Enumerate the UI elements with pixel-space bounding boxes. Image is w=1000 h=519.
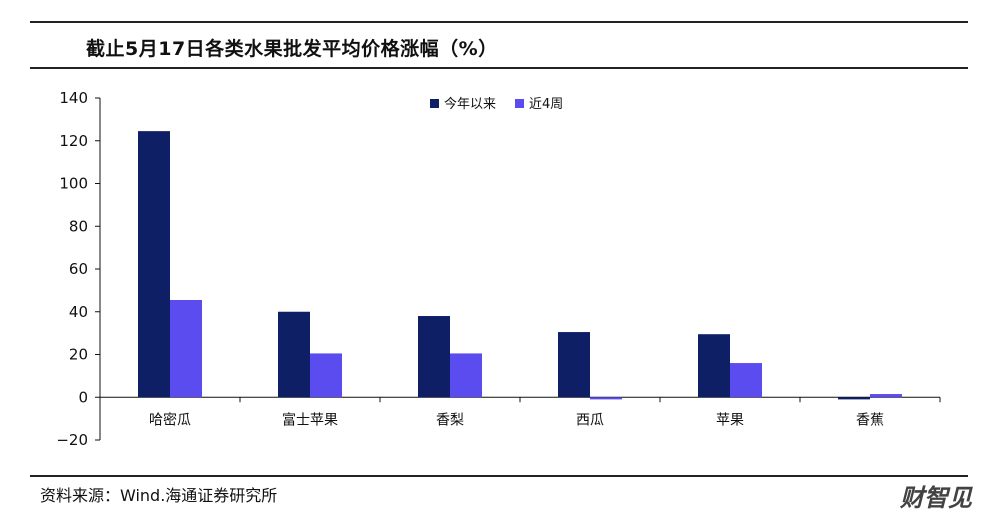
bar-ytd [278, 311, 310, 398]
bar-ytd [138, 131, 170, 398]
y-tick-label: 20 [69, 346, 88, 364]
bar-ytd [838, 397, 870, 400]
chart-title: 截止5月17日各类水果批发平均价格涨幅（%） [86, 38, 498, 60]
bar-ytd [558, 332, 590, 398]
category-label: 哈密瓜 [149, 411, 191, 428]
watermark-logo: 财智见 [900, 483, 972, 512]
y-tick-label: 40 [69, 303, 88, 321]
category-label: 香蕉 [856, 412, 884, 428]
y-tick-label: 60 [69, 260, 88, 278]
y-tick-label: 80 [69, 217, 88, 235]
category-label: 香梨 [436, 412, 464, 428]
bottom-rule [30, 475, 968, 477]
y-tick-label: 140 [59, 89, 88, 107]
top-rule [30, 21, 968, 23]
y-tick-label: 120 [59, 132, 88, 150]
bar-ytd [698, 334, 730, 398]
bar-recent4w [310, 353, 342, 398]
bar-chart: −20 0 20 40 60 80 100 120 140 哈密瓜 富士苹果 香梨 西瓜 苹果 香蕉 今年以来… [56, 89, 941, 449]
legend-label: 近4周 [529, 97, 563, 112]
y-tick-label: 100 [59, 175, 88, 193]
legend-swatch [430, 99, 439, 108]
bar-recent4w [170, 299, 202, 398]
source-note: 资料来源：Wind.海通证券研究所 [40, 486, 278, 505]
legend-label: 今年以来 [444, 96, 496, 112]
legend-swatch [515, 99, 524, 108]
category-label: 西瓜 [576, 412, 604, 428]
y-tick-label: 0 [78, 388, 88, 406]
title-rule [30, 67, 968, 69]
bar-recent4w [590, 397, 622, 400]
bar-recent4w [870, 394, 902, 398]
category-label: 富士苹果 [282, 411, 338, 428]
category-label: 苹果 [716, 412, 744, 428]
bar-recent4w [730, 363, 762, 398]
y-tick-label: −20 [56, 431, 88, 449]
bar-recent4w [450, 353, 482, 398]
bar-ytd [418, 316, 450, 398]
